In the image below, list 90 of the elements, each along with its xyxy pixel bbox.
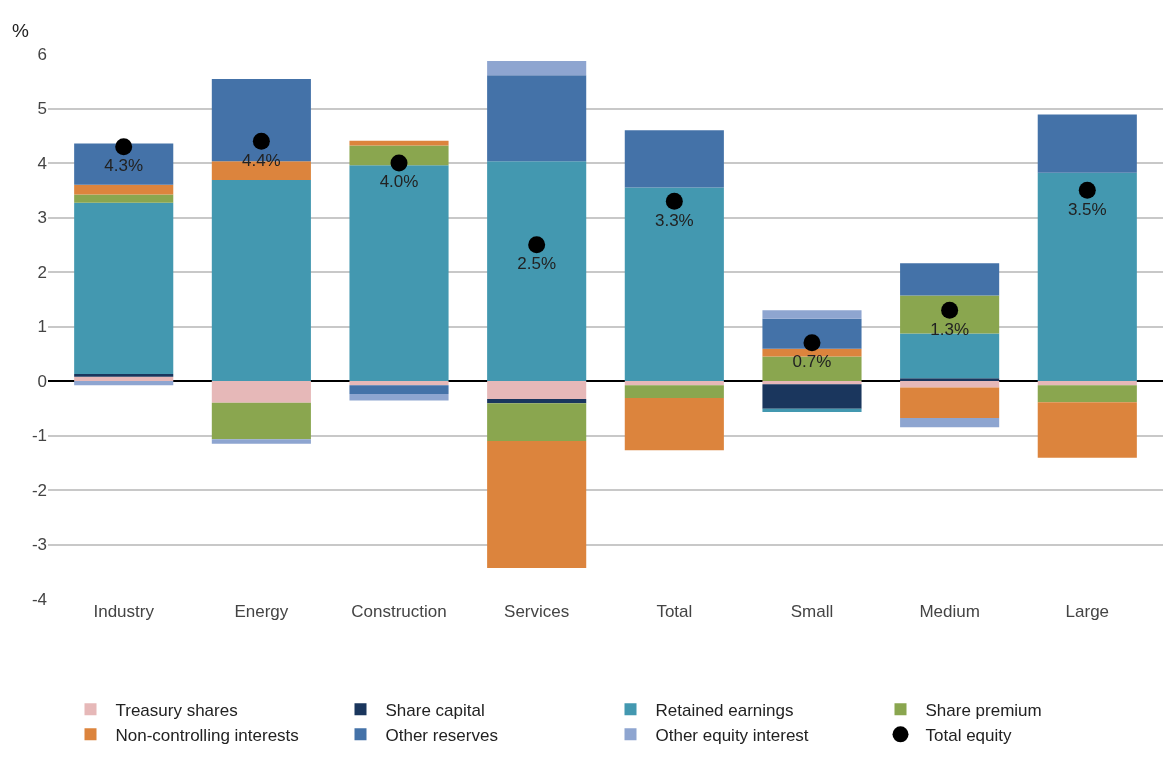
bar: [211, 179, 311, 381]
legend-label: Other equity interest: [655, 725, 809, 745]
bar: [349, 165, 449, 381]
bar: [900, 263, 1000, 296]
bar: [349, 385, 449, 395]
bar: [487, 61, 587, 76]
y-tick-label: 1: [37, 317, 47, 337]
legend-label: Share premium: [925, 700, 1042, 720]
bar: [487, 403, 587, 441]
y-tick-label: 5: [37, 99, 47, 119]
bar: [624, 385, 724, 398]
bar: [762, 381, 862, 385]
bar: [624, 381, 724, 386]
x-tick-label: Energy: [234, 602, 289, 621]
bar: [624, 130, 724, 188]
data-label: 2.5%: [517, 254, 557, 274]
point: [390, 154, 408, 172]
y-tick-label: 3: [37, 208, 47, 228]
bar: [900, 381, 1000, 388]
y-tick-label: 6: [37, 44, 47, 64]
bar: [1037, 402, 1137, 458]
bar: [74, 381, 174, 386]
bar: [762, 408, 862, 413]
bar: [624, 397, 724, 451]
point: [941, 301, 959, 319]
y-tick-label: 4: [37, 153, 47, 173]
legend-label: Total equity: [925, 725, 1012, 745]
bar: [74, 184, 174, 195]
x-tick-label: Medium: [919, 602, 980, 621]
bar: [1037, 385, 1137, 403]
x-tick-label: Small: [790, 602, 834, 621]
bar: [900, 295, 1000, 334]
x-tick-label: Industry: [93, 602, 155, 621]
legend-label: Retained earnings: [655, 700, 794, 720]
bar: [349, 381, 449, 386]
x-tick-label: Construction: [351, 602, 447, 621]
point: [115, 138, 133, 156]
bar: [74, 202, 174, 374]
bar: [1037, 114, 1137, 173]
bar: [1037, 381, 1137, 386]
y-axis-title: %: [12, 20, 29, 41]
point: [1078, 181, 1096, 199]
data-label: 3.5%: [1067, 199, 1107, 219]
bar: [211, 402, 311, 440]
bar: [762, 318, 862, 349]
y-tick-label: -3: [31, 535, 47, 555]
bar: [487, 381, 587, 399]
bar: [487, 75, 587, 162]
legend-label: Share capital: [385, 700, 485, 720]
bar: [487, 398, 587, 404]
bar: [74, 373, 174, 377]
bar: [900, 418, 1000, 428]
point: [252, 132, 270, 150]
legend-label: Other reserves: [385, 725, 498, 745]
y-tick-label: -4: [31, 589, 47, 609]
data-label: 0.7%: [792, 352, 832, 372]
bar: [900, 333, 1000, 379]
x-tick-label: Total: [656, 602, 693, 621]
bar: [487, 161, 587, 381]
bar: [74, 194, 174, 203]
data-label: 4.3%: [104, 156, 144, 176]
y-tick-label: -1: [31, 426, 47, 446]
bar: [762, 310, 862, 319]
bar: [762, 356, 862, 381]
bar: [624, 187, 724, 381]
y-tick-label: 2: [37, 262, 47, 282]
bar: [349, 394, 449, 401]
data-label: 3.3%: [654, 210, 694, 230]
bar: [487, 440, 587, 568]
y-tick-label: 0: [37, 371, 47, 391]
bar: [74, 376, 174, 381]
bar: [211, 381, 311, 403]
point: [528, 236, 546, 254]
data-label: 1.3%: [930, 319, 970, 339]
y-tick-label: -2: [31, 480, 47, 500]
legend-label: Treasury shares: [115, 700, 238, 720]
bar: [211, 439, 311, 444]
bar: [762, 384, 862, 409]
x-tick-label: Services: [504, 602, 570, 621]
bar: [1037, 172, 1137, 381]
data-label: 4.0%: [379, 172, 419, 192]
point: [803, 334, 821, 352]
legend-label: Non-controlling interests: [115, 725, 299, 745]
bar: [900, 387, 1000, 419]
bar: [900, 378, 1000, 381]
bar: [349, 140, 449, 146]
bar: [74, 143, 174, 185]
x-tick-label: Large: [1065, 602, 1110, 621]
point: [665, 192, 683, 210]
bar: [349, 145, 449, 166]
